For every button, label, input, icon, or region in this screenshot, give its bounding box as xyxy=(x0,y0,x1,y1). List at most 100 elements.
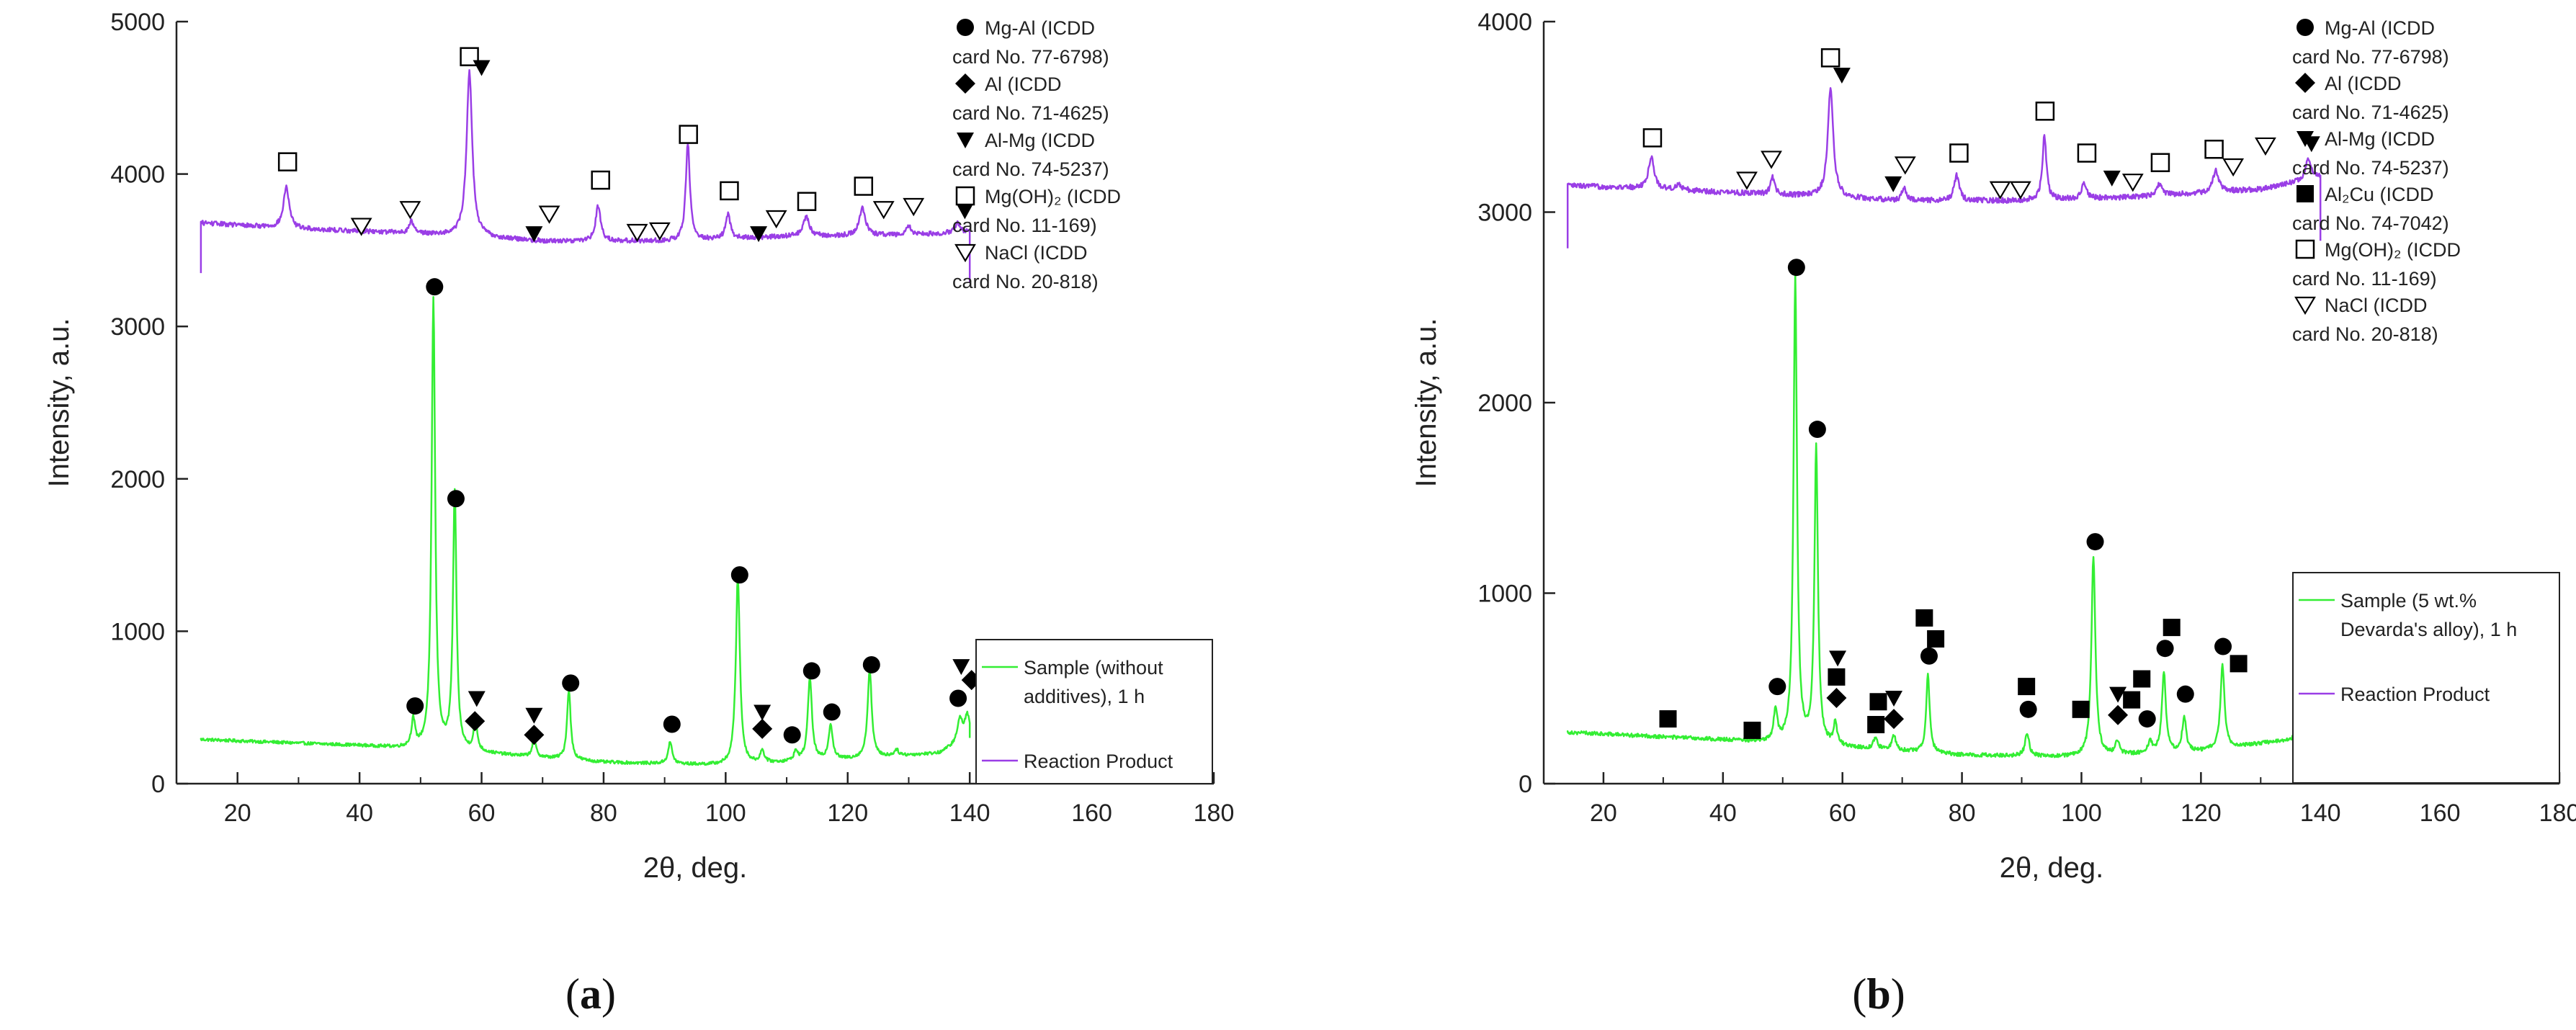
phase-marker-diamond xyxy=(1826,687,1847,708)
phase-marker-square xyxy=(2072,700,2090,718)
phase-marker-square-open xyxy=(797,192,817,211)
marker-group-product xyxy=(1642,48,2320,200)
legend-label-line1: Mg-Al (ICDD xyxy=(2325,17,2435,39)
phase-marker-square-open xyxy=(1642,128,1663,148)
x-tick-label: 20 xyxy=(224,800,251,827)
phase-marker-square-open xyxy=(277,152,298,171)
phase-marker-circle xyxy=(2214,637,2232,655)
phase-marker-square xyxy=(2018,678,2036,696)
x-tick-label: 40 xyxy=(1709,800,1737,827)
phase-marker-triangle-open xyxy=(399,201,421,220)
legend-label-line1: Al-Mg (ICDD xyxy=(2325,128,2435,150)
phase-marker-triangle-open xyxy=(1989,181,2011,200)
phase-marker-triangle-down xyxy=(956,203,974,220)
phase-marker-triangle-down xyxy=(468,691,486,707)
y-tick-label: 4000 xyxy=(1477,9,1532,36)
phase-marker-triangle-open xyxy=(2009,181,2031,200)
legend-label-line1: NaCl (ICDD xyxy=(985,242,1088,264)
phase-legend: Mg-Al (ICDD card No. 77-6798) Al (ICDD card… xyxy=(2292,17,2461,345)
x-tick-label: 180 xyxy=(2539,800,2576,827)
series-legend-box xyxy=(2292,572,2560,784)
phase-marker-square xyxy=(1915,609,1933,627)
series-line-sample xyxy=(200,295,971,766)
legend-marker-square-open xyxy=(955,186,975,206)
phase-marker-diamond xyxy=(465,711,486,732)
legend-label-line2: card No. 71-4625) xyxy=(952,102,1109,124)
phase-marker-triangle-open xyxy=(2222,158,2245,177)
legend-label-line2: card No. 11-169) xyxy=(2292,268,2437,290)
y-tick-label: 3000 xyxy=(110,313,165,341)
panel-a: 20 40 60 80 100 120 140 160 180 0 1000 2000 3000 4000… xyxy=(43,9,1234,1018)
phase-marker-circle xyxy=(730,566,748,584)
x-tick-label: 120 xyxy=(827,800,868,827)
phase-marker-triangle-open xyxy=(872,201,895,220)
series-legend-label: Reaction Product xyxy=(2340,684,2490,705)
x-tick-label: 140 xyxy=(949,800,990,827)
legend-marker-square xyxy=(2297,185,2314,202)
y-axis-title: Intensity, a.u. xyxy=(43,318,75,488)
x-tick-label: 80 xyxy=(590,800,617,827)
legend-label-line1: Mg(OH)₂ (ICDD xyxy=(2325,239,2461,261)
y-tick-label: 0 xyxy=(1519,771,1532,798)
series-line-product xyxy=(1566,87,2322,248)
phase-marker-diamond xyxy=(1884,709,1905,730)
x-tick-label: 100 xyxy=(705,800,746,827)
series-line-product xyxy=(200,68,971,282)
legend-marker-square-open xyxy=(2295,239,2315,259)
y-tick-label: 5000 xyxy=(110,9,165,36)
x-axis-title: 2θ, deg. xyxy=(2000,852,2104,884)
phase-marker-triangle-open xyxy=(1736,171,1758,190)
y-axis-title: Intensity, a.u. xyxy=(1410,318,1442,488)
phase-marker-square-open xyxy=(720,181,739,201)
phase-marker-square-open xyxy=(1949,143,1969,163)
phase-marker-triangle-open xyxy=(1894,156,1916,175)
marker-group-sample xyxy=(1659,259,2334,739)
legend-label-line2: card No. 77-6798) xyxy=(952,46,1109,68)
phase-marker-square-open xyxy=(2204,139,2224,159)
phase-marker-triangle-open xyxy=(2255,137,2276,156)
x-tick-label: 20 xyxy=(1590,800,1617,827)
x-axis-title: 2θ, deg. xyxy=(643,852,748,884)
phase-marker-square-open xyxy=(2150,153,2170,172)
caption-letter: b xyxy=(1866,970,1890,1018)
panel-caption: (b) xyxy=(1852,970,1905,1018)
series-legend-label: Sample (without xyxy=(1024,657,1163,679)
phase-marker-triangle-down xyxy=(753,704,772,721)
phase-marker-circle xyxy=(1787,259,1805,277)
phase-marker-diamond xyxy=(2108,704,2129,725)
x-tick-label: 160 xyxy=(1071,800,1112,827)
panel-b: 20 40 60 80 100 120 140 160 180 0 1000 2000 3000 4000… xyxy=(1288,0,2576,1030)
legend-label-line1: Al-Mg (ICDD xyxy=(985,130,1095,151)
y-tick-label: 2000 xyxy=(110,466,165,493)
legend-label-line1: Mg-Al (ICDD xyxy=(985,17,1095,39)
phase-marker-square-open xyxy=(854,176,874,196)
phase-marker-square-open xyxy=(679,125,698,144)
phase-marker-triangle-down xyxy=(1833,68,1851,84)
phase-marker-square xyxy=(1828,668,1846,686)
phase-marker-square xyxy=(1927,630,1945,648)
x-tick-label: 160 xyxy=(2420,800,2461,827)
series-legend: Sample (without additives), 1 h Reaction P… xyxy=(975,639,1213,784)
legend-marker-triangle-down xyxy=(2297,131,2314,147)
phase-marker-square-open xyxy=(591,170,610,190)
phase-marker-triangle-open xyxy=(903,197,925,217)
phase-marker-circle xyxy=(562,674,580,692)
phase-marker-triangle-down xyxy=(525,707,543,724)
phase-marker-square xyxy=(2230,655,2248,673)
phase-marker-triangle-down xyxy=(1884,176,1902,192)
phase-marker-circle xyxy=(2156,640,2174,658)
series-legend-label: Sample (5 wt.% xyxy=(2340,590,2477,612)
phase-marker-square xyxy=(1743,721,1761,739)
phase-marker-square xyxy=(1659,710,1677,728)
plot-frame: 20 40 60 80 100 120 140 160 180 0 1000 2000 3000 4000… xyxy=(43,9,1234,884)
phase-marker-triangle-open xyxy=(648,222,671,241)
phase-marker-diamond xyxy=(752,718,773,739)
series-legend-label: additives), 1 h xyxy=(1024,686,1145,707)
legend-marker-diamond xyxy=(955,73,975,94)
phase-marker-circle xyxy=(802,662,820,680)
phase-marker-square xyxy=(1869,693,1887,711)
phase-marker-circle xyxy=(1768,678,1786,696)
legend-marker-circle xyxy=(957,19,974,36)
panel-caption: (a) xyxy=(565,970,616,1018)
phase-marker-triangle-down xyxy=(750,226,768,243)
